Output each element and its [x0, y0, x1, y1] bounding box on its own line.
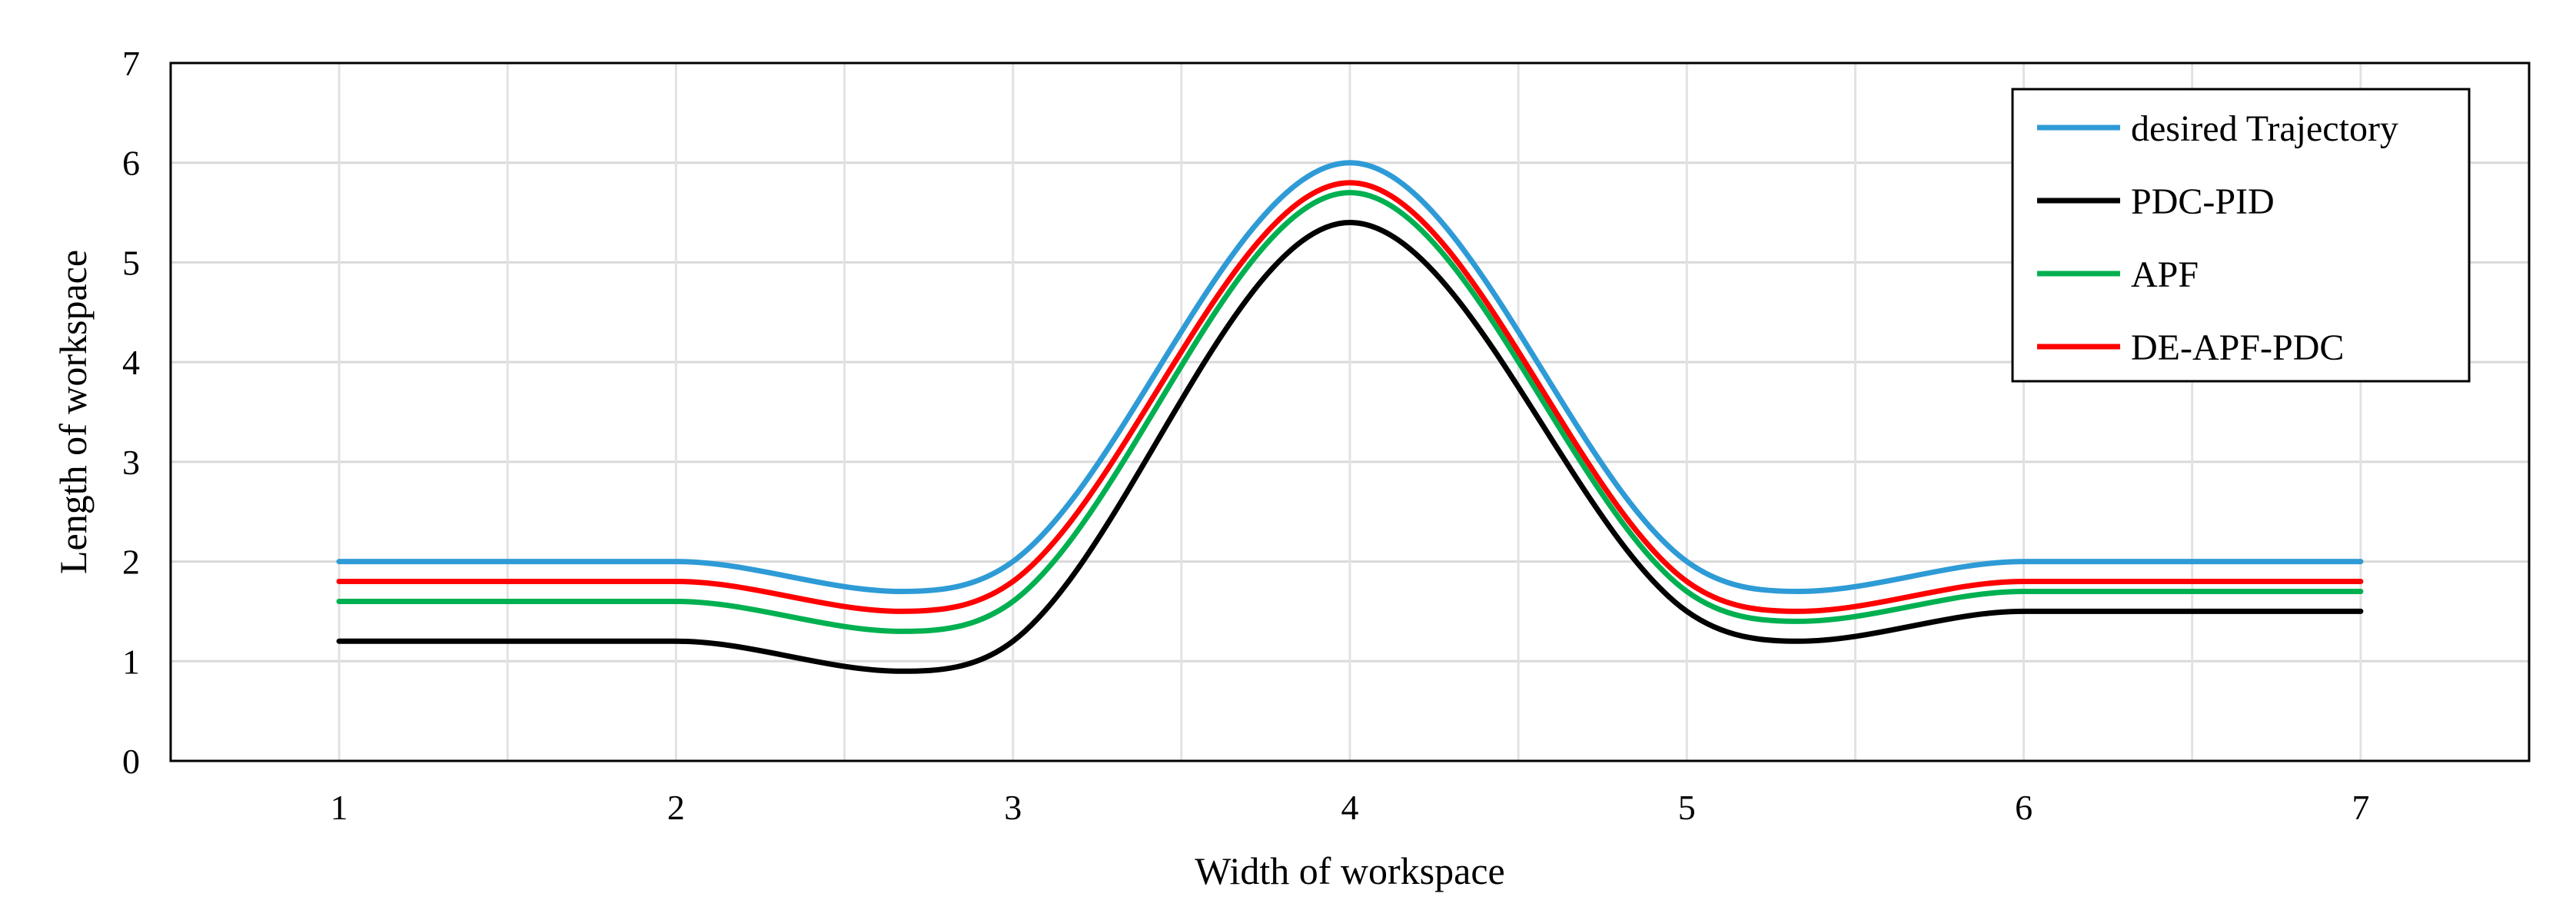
y-tick-label: 3 — [122, 443, 140, 482]
series-line-desired-trajectory — [336, 160, 2364, 594]
plot-frame — [169, 61, 2531, 762]
legend-label-pdc-pid: PDC-PID — [2131, 181, 2275, 222]
x-axis-title: Width of workspace — [1195, 849, 1504, 892]
y-tick-label: 1 — [122, 642, 140, 681]
x-tick-label: 3 — [1004, 788, 1022, 827]
legend-label-de-apf-pdc: DE-APF-PDC — [2131, 327, 2344, 368]
x-tick-label: 6 — [2015, 788, 2033, 827]
x-tick-label: 2 — [667, 788, 685, 827]
series-line-de-apf-pdc — [336, 180, 2364, 614]
tick-layer: 1 2 3 4 5 6 7 0 1 2 3 4 5 6 7 — [122, 44, 2369, 827]
legend-items: desired Trajectory PDC-PID APF DE-APF-PDC — [2037, 108, 2398, 368]
y-tick-label: 0 — [122, 742, 140, 781]
series-line-pdc-pid — [336, 220, 2364, 674]
legend-label-apf: APF — [2131, 254, 2199, 295]
y-tick-label: 2 — [122, 543, 140, 582]
series-layer — [336, 160, 2364, 674]
legend-box — [2011, 88, 2471, 383]
y-tick-label: 6 — [122, 144, 140, 183]
series-line-apf — [336, 190, 2364, 634]
y-axis-title: Length of workspace — [52, 250, 95, 574]
x-tick-label: 4 — [1341, 788, 1359, 827]
x-tick-label: 1 — [331, 788, 348, 827]
x-tick-label: 7 — [2352, 788, 2369, 827]
y-tick-label: 4 — [122, 343, 140, 382]
y-tick-label: 5 — [122, 243, 140, 282]
legend-label-desired-trajectory: desired Trajectory — [2131, 108, 2398, 149]
x-tick-label: 5 — [1678, 788, 1696, 827]
y-tick-label: 7 — [122, 44, 140, 83]
legend: desired Trajectory PDC-PID APF DE-APF-PDC — [2011, 88, 2471, 383]
